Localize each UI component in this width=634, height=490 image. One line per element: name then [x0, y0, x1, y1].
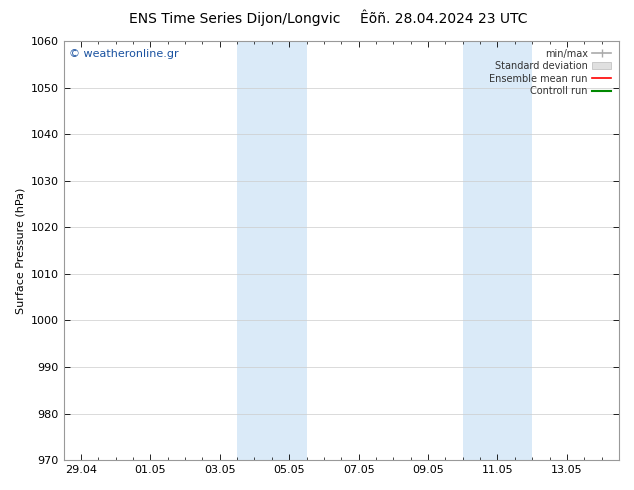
- Bar: [237, 41, 307, 460]
- Text: Êõñ. 28.04.2024 23 UTC: Êõñ. 28.04.2024 23 UTC: [360, 12, 527, 26]
- Legend: min/max, Standard deviation, Ensemble mean run, Controll run: min/max, Standard deviation, Ensemble me…: [486, 46, 614, 99]
- Bar: [463, 41, 532, 460]
- Y-axis label: Surface Pressure (hPa): Surface Pressure (hPa): [15, 187, 25, 314]
- Text: ENS Time Series Dijon/Longvic: ENS Time Series Dijon/Longvic: [129, 12, 340, 26]
- Text: © weatheronline.gr: © weatheronline.gr: [69, 49, 179, 59]
